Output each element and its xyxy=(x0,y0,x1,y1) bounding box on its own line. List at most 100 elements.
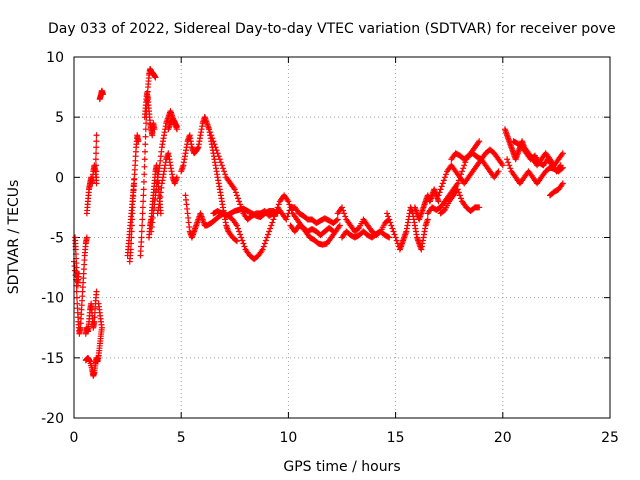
data-point xyxy=(141,171,148,178)
data-point xyxy=(385,213,392,220)
data-point xyxy=(216,156,223,163)
data-point xyxy=(334,216,341,223)
data-point xyxy=(130,182,137,189)
data-point xyxy=(459,168,466,175)
data-point xyxy=(131,176,138,183)
data-point xyxy=(129,204,136,211)
data-point xyxy=(284,213,291,220)
data-point xyxy=(441,174,448,181)
data-point xyxy=(235,195,242,202)
data-point xyxy=(456,192,463,199)
data-point xyxy=(239,237,246,244)
y-tick-label: -5 xyxy=(50,231,64,247)
data-point xyxy=(220,165,227,172)
data-point xyxy=(240,240,247,247)
data-point xyxy=(222,171,229,178)
data-point xyxy=(438,183,445,190)
data-point xyxy=(263,234,270,241)
data-point xyxy=(267,225,274,232)
data-point xyxy=(140,198,147,205)
data-point xyxy=(329,227,336,234)
data-point xyxy=(208,132,215,139)
data-point xyxy=(231,186,238,193)
data-point xyxy=(437,186,444,193)
data-point xyxy=(206,126,213,133)
data-point xyxy=(92,156,99,163)
data-point xyxy=(336,222,343,229)
data-point xyxy=(236,198,243,205)
x-axis-label: GPS time / hours xyxy=(283,459,400,475)
data-point xyxy=(130,192,137,199)
data-point xyxy=(218,162,225,169)
data-point xyxy=(83,234,90,241)
data-point xyxy=(93,162,100,169)
data-point xyxy=(455,189,462,196)
data-point xyxy=(93,288,100,295)
data-point xyxy=(237,201,244,208)
data-point xyxy=(173,123,180,130)
y-tick-label: -10 xyxy=(41,291,64,307)
data-point xyxy=(128,228,135,235)
x-tick-label: 25 xyxy=(601,430,619,446)
data-point xyxy=(283,216,290,223)
data-point xyxy=(93,180,100,187)
x-tick-label: 15 xyxy=(387,430,405,446)
x-tick-label: 20 xyxy=(494,430,512,446)
data-point xyxy=(93,138,100,145)
data-point xyxy=(138,228,145,235)
x-tick-label: 10 xyxy=(279,430,297,446)
data-point xyxy=(355,225,362,232)
data-point xyxy=(213,147,220,154)
data-point xyxy=(262,237,269,244)
data-point xyxy=(75,270,82,277)
data-point xyxy=(214,150,221,157)
data-point xyxy=(272,210,279,217)
data-point xyxy=(454,180,461,187)
data-point xyxy=(141,163,148,170)
data-points xyxy=(71,66,566,379)
data-point xyxy=(457,195,464,202)
data-point xyxy=(442,171,449,178)
data-point xyxy=(130,187,137,194)
data-point xyxy=(209,135,216,142)
data-point xyxy=(215,153,222,160)
data-point xyxy=(440,207,447,214)
data-point xyxy=(141,156,148,163)
data-point xyxy=(142,126,149,133)
data-point xyxy=(211,141,218,148)
data-point xyxy=(232,237,239,244)
data-point xyxy=(93,168,100,175)
data-point xyxy=(142,148,149,155)
chart-title: Day 033 of 2022, Sidereal Day-to-day VTE… xyxy=(48,21,616,37)
data-point xyxy=(460,165,467,172)
data-point xyxy=(454,186,461,193)
data-point xyxy=(269,219,276,226)
data-point xyxy=(266,228,273,235)
data-point xyxy=(93,132,100,139)
data-point xyxy=(260,243,267,250)
data-point xyxy=(127,246,134,253)
data-point xyxy=(140,192,147,199)
data-point xyxy=(390,228,397,235)
y-tick-label: -15 xyxy=(41,351,64,367)
data-point xyxy=(233,192,240,199)
data-point xyxy=(142,133,149,140)
data-point xyxy=(233,238,240,245)
y-axis-label: SDTVAR / TECUs xyxy=(6,180,22,295)
data-point xyxy=(259,246,266,253)
data-point xyxy=(93,144,100,151)
data-point xyxy=(330,228,337,235)
data-point xyxy=(435,198,442,205)
data-point xyxy=(340,207,347,214)
data-point xyxy=(129,216,136,223)
y-tick-label: 0 xyxy=(55,170,64,186)
data-point xyxy=(424,216,431,223)
data-point xyxy=(241,243,248,250)
data-point xyxy=(384,210,391,217)
data-point xyxy=(339,204,345,211)
y-tick-label: -20 xyxy=(41,411,64,427)
data-point xyxy=(391,231,398,238)
data-point xyxy=(135,138,142,145)
data-point xyxy=(505,159,512,166)
data-point xyxy=(173,174,180,181)
